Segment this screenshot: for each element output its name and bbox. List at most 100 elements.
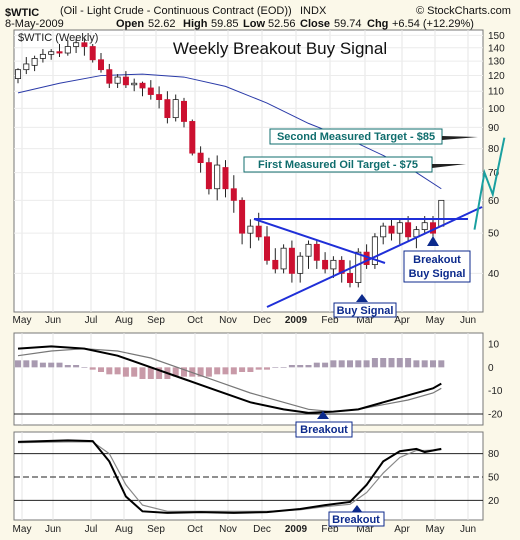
y-tick-label: 150 [488,31,505,42]
buy-signal-arrow [356,294,368,302]
candle-body [114,76,121,84]
first-target-arrow [432,164,466,168]
exchange: INDX [300,5,327,17]
macd-histogram-bar [139,367,146,379]
macd-histogram-bar [214,367,221,375]
stochastic-x-tick-label: Jun [460,524,476,535]
macd-histogram-bar [230,367,237,375]
x-tick-label: Feb [321,315,339,326]
candle-body [396,222,403,234]
stochastic-x-tick-label: Apr [394,524,410,535]
macd-histogram-bar [156,367,163,379]
instrument-name: (Oil - Light Crude - Continuous Contract… [60,5,292,17]
macd-panel [13,332,484,426]
candle-body [222,167,229,190]
macd-histogram-bar [371,358,378,368]
candle-body [405,222,412,238]
macd-histogram-bar [39,362,46,368]
second-target-label: Second Measured Target - $85 [277,131,435,143]
breakout-buy-signal-label: Buy Signal [409,268,466,280]
candle-body [23,63,30,71]
breakout-label: Breakout [413,254,461,266]
candle-body [346,272,353,283]
macd-histogram-bar [197,367,204,377]
candle-body [14,69,21,79]
macd-histogram-bar [430,360,436,368]
high-value: 59.85 [211,18,239,30]
stochastic-breakout-label: Breakout [332,514,380,526]
macd-histogram-bar [172,367,179,377]
y-tick-label: 120 [488,71,505,82]
macd-histogram-bar [131,367,138,377]
y-tick-label: 50 [488,229,500,240]
macd-histogram-bar [280,367,287,368]
first-target-label: First Measured Oil Target - $75 [258,159,418,171]
macd-histogram-bar [396,358,403,368]
macd-histogram-bar [347,360,353,368]
macd-histogram-bar [181,367,187,377]
macd-histogram-bar [15,360,21,368]
macd-histogram-bar [330,360,337,368]
candle-body [263,236,270,261]
x-tick-label: May [13,315,32,326]
stochastic-x-tick-label: Nov [219,524,237,535]
stochastic-x-tick-label: Feb [321,524,339,535]
macd-histogram-bar [264,367,270,370]
x-tick-label: Sep [147,315,165,326]
x-tick-label: Jun [460,315,476,326]
candle-body [355,251,362,283]
macd-histogram-bar [106,367,113,375]
chg-value: +6.54 (+12.29%) [392,18,474,30]
candle-body [239,199,246,234]
macd-histogram-bar [322,362,329,368]
projection-path [473,137,506,230]
macd-y-tick-label: -10 [488,386,503,397]
macd-histogram-bar [297,365,304,368]
y-tick-label: 70 [488,168,500,179]
macd-histogram-bar [413,360,420,368]
candle-body [98,59,105,71]
macd-histogram-bar [363,360,370,368]
macd-histogram-bar [114,367,121,375]
open-label: Open [116,18,144,30]
macd-histogram-bar [98,367,104,372]
y-tick-label: 90 [488,123,500,134]
macd-histogram-bar [122,367,129,377]
stochastic-x-tick-label: Aug [115,524,133,535]
macd-breakout-label: Breakout [300,424,348,436]
breakout-box [403,250,471,283]
candle-body [147,87,154,95]
candle-body [388,225,395,234]
high-label: High [183,18,208,30]
macd-histogram-bar [64,365,71,368]
stochastic-x-tick-label: May [426,524,445,535]
stochastic-x-tick-label: Mar [356,524,374,535]
candle-body [230,188,237,201]
candle-body [48,51,55,55]
x-tick-label: Aug [115,315,133,326]
second-target-arrow [442,136,478,140]
candle-body [106,69,113,84]
macd-histogram-bar [338,360,345,368]
stochastic-x-tick-label: 2009 [285,524,308,535]
descending-trendline [253,218,386,264]
candle-body [139,82,146,89]
candle-body [64,46,71,54]
chart-title: Weekly Breakout Buy Signal [173,39,387,58]
stochastic-x-tick-label: Sep [147,524,165,535]
y-tick-label: 80 [488,144,500,155]
candle-body [338,259,345,274]
candle-body [197,152,204,164]
candle-body [81,42,88,47]
stochastic-y-tick-label: 50 [488,473,500,484]
macd-histogram-bar [438,360,445,368]
macd-breakout-box [295,421,353,438]
x-tick-label: Oct [187,315,203,326]
candle-body [205,162,212,190]
macd-histogram-bar [81,367,88,368]
stochastic-x-tick-label: Jul [85,524,98,535]
x-tick-label: Apr [394,315,410,326]
stochastic-breakout-arrow [351,505,363,513]
y-tick-label: 60 [488,196,500,207]
